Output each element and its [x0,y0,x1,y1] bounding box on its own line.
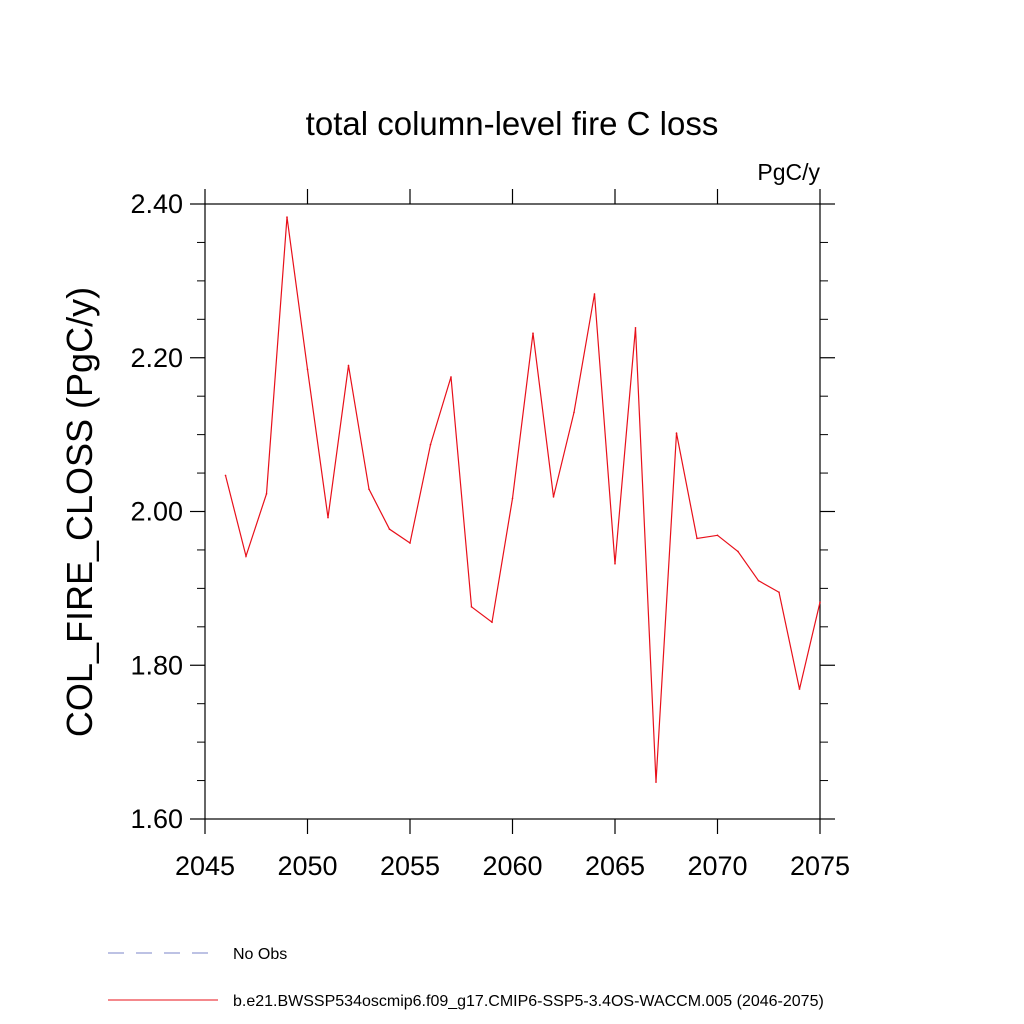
x-tick-label: 2065 [585,851,645,881]
x-tick-label: 2055 [380,851,440,881]
data-point [655,781,657,783]
data-point [573,411,575,414]
data-point [716,534,719,537]
x-tick-label: 2060 [482,851,542,881]
data-point [696,537,698,540]
data-point [532,332,534,334]
data-point [224,474,227,477]
data-point [368,488,370,491]
series-layer [224,216,821,783]
y-tick-label: 2.40 [130,189,183,219]
series-line-0 [224,216,821,783]
data-point [511,497,514,500]
data-point [409,542,411,544]
y-tick-label: 1.60 [130,804,183,834]
data-point [470,606,473,608]
y-tick-label: 1.80 [130,650,183,680]
data-point [306,368,309,371]
x-tick-label: 2075 [790,851,850,881]
data-point [675,432,678,434]
y-tick-label: 2.00 [130,497,183,527]
data-point [388,528,391,530]
data-point [347,364,350,367]
data-point [491,621,493,623]
y-axis-label: COL_FIRE_CLOSS (PgC/y) [59,287,100,737]
x-axis: 2045 2050 2055 2060 2065 2070 2075 [175,189,850,881]
y-axis: 1.60 1.80 2.00 2.20 2.40 [130,189,835,834]
data-point [737,550,739,553]
data-point [327,516,329,519]
legend-label-no-obs: No Obs [233,946,287,963]
legend: No Obs b.e21.BWSSP534oscmip6.f09_g17.CMI… [108,946,824,1010]
data-point [265,493,268,495]
legend-label-model: b.e21.BWSSP534oscmip6.f09_g17.CMIP6-SSP5… [233,993,824,1010]
data-point [450,376,452,378]
data-point [819,601,821,604]
data-point [757,579,760,582]
data-point [798,688,801,690]
units-label: PgC/y [757,159,820,185]
chart-title: total column-level fire C loss [306,105,719,142]
data-point [778,591,780,594]
x-tick-label: 2045 [175,851,235,881]
data-point [614,562,616,565]
data-point [429,443,432,446]
x-tick-label: 2050 [277,851,337,881]
data-point [634,326,637,329]
data-point [245,555,247,557]
data-point [286,216,288,218]
data-point [593,293,596,295]
data-point [552,496,555,498]
x-tick-label: 2070 [687,851,747,881]
y-tick-label: 2.20 [130,343,183,373]
